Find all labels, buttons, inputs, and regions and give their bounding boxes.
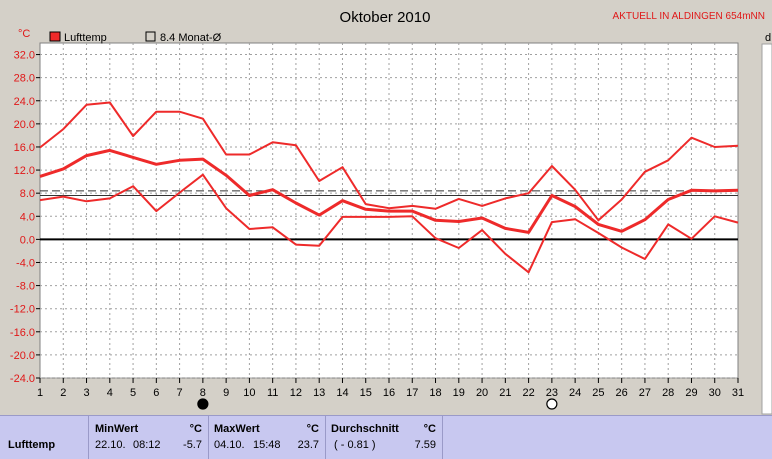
- y-tick-label: 28.0: [14, 73, 35, 85]
- row-label-cell: Lufttemp: [0, 416, 88, 459]
- x-tick-label: 18: [429, 387, 441, 399]
- min-cell: MinWert °C 22.10. 08:12 -5.7: [88, 416, 208, 459]
- x-tick-label: 25: [592, 387, 604, 399]
- x-tick-label: 9: [223, 387, 229, 399]
- x-tick-label: 3: [83, 387, 89, 399]
- min-unit: °C: [189, 423, 202, 435]
- y-tick-label: 20.0: [14, 119, 35, 131]
- unit-label: °C: [18, 28, 30, 40]
- row-label: Lufttemp: [8, 439, 56, 451]
- legend-monat-marker: [145, 31, 156, 42]
- x-tick-label: 15: [360, 387, 372, 399]
- empty-cell: [442, 416, 772, 459]
- max-value: 23.7: [297, 439, 319, 451]
- legend-lufttemp-label: Lufttemp: [64, 32, 107, 44]
- x-tick-label: 6: [153, 387, 159, 399]
- y-tick-label: 24.0: [14, 96, 35, 108]
- x-tick-label: 16: [383, 387, 395, 399]
- x-tick-label: 22: [522, 387, 534, 399]
- x-tick-label: 7: [177, 387, 183, 399]
- avg-cell: Durchschnitt °C ( - 0.81 ) 7.59: [325, 416, 442, 459]
- y-tick-label: 12.0: [14, 165, 35, 177]
- max-time: 15:48: [253, 439, 281, 451]
- chart-title: Oktober 2010: [340, 9, 431, 26]
- station-label: AKTUELL IN ALDINGEN 654mNN: [613, 11, 765, 22]
- legend-lufttemp-marker: [49, 31, 61, 42]
- x-tick-label: 13: [313, 387, 325, 399]
- x-tick-label: 8: [200, 387, 206, 399]
- y-tick-label: 32.0: [14, 50, 35, 62]
- x-tick-label: 30: [709, 387, 721, 399]
- stats-table: Lufttemp MinWert °C 22.10. 08:12 -5.7 Ma…: [0, 415, 772, 459]
- y-tick-label: -20.0: [10, 350, 35, 362]
- x-tick-label: 31: [732, 387, 744, 399]
- avg-unit: °C: [423, 423, 436, 435]
- x-tick-label: 27: [639, 387, 651, 399]
- max-unit: °C: [306, 423, 319, 435]
- avg-value: 7.59: [414, 439, 436, 451]
- y-tick-label: 8.0: [20, 188, 35, 200]
- x-tick-label: 28: [662, 387, 674, 399]
- series-line-max: [39, 101, 739, 222]
- x-tick-label: 14: [336, 387, 348, 399]
- x-tick-label: 1: [37, 387, 43, 399]
- series-line-min: [39, 173, 739, 274]
- y-tick-label: 0.0: [20, 234, 35, 246]
- moon-new-icon: [197, 398, 209, 410]
- y-tick-label: -4.0: [16, 257, 35, 269]
- y-tick-label: -12.0: [10, 304, 35, 316]
- x-tick-label: 21: [499, 387, 511, 399]
- max-date: 04.10.: [214, 439, 245, 451]
- avg-header: Durchschnitt: [331, 423, 399, 435]
- x-tick-label: 5: [130, 387, 136, 399]
- min-header: MinWert: [95, 423, 139, 435]
- y-tick-label: 4.0: [20, 211, 35, 223]
- y-tick-label: 16.0: [14, 142, 35, 154]
- legend-monat-label: 8.4 Monat-Ø: [160, 32, 222, 44]
- x-tick-label: 20: [476, 387, 488, 399]
- x-tick-label: 24: [569, 387, 581, 399]
- max-header: MaxWert: [214, 423, 260, 435]
- x-tick-label: 12: [290, 387, 302, 399]
- x-tick-label: 29: [685, 387, 697, 399]
- series-line-avg: [39, 148, 739, 234]
- x-tick-label: 4: [107, 387, 113, 399]
- y-tick-label: -8.0: [16, 281, 35, 293]
- moon-full-icon: [546, 398, 558, 410]
- y-tick-label: -16.0: [10, 327, 35, 339]
- min-date: 22.10.: [95, 439, 126, 451]
- x-tick-label: 19: [453, 387, 465, 399]
- svg-text:d: d: [765, 32, 771, 44]
- x-tick-label: 17: [406, 387, 418, 399]
- temperature-chart: 32.0 28.0 24.0 20.0 16.0 12.0 8.0 4.0 0.0 -4.0 -8.…: [10, 9, 772, 415]
- x-tick-label: 10: [243, 387, 255, 399]
- x-tick-label: 2: [60, 387, 66, 399]
- max-cell: MaxWert °C 04.10. 15:48 23.7: [208, 416, 325, 459]
- x-tick-label: 11: [267, 387, 278, 399]
- min-time: 08:12: [133, 439, 161, 451]
- avg-extra: ( - 0.81 ): [334, 439, 376, 451]
- x-tick-label: 23: [546, 387, 558, 399]
- min-value: -5.7: [183, 439, 202, 451]
- x-tick-label: 26: [616, 387, 628, 399]
- y-tick-label: -24.0: [10, 373, 35, 385]
